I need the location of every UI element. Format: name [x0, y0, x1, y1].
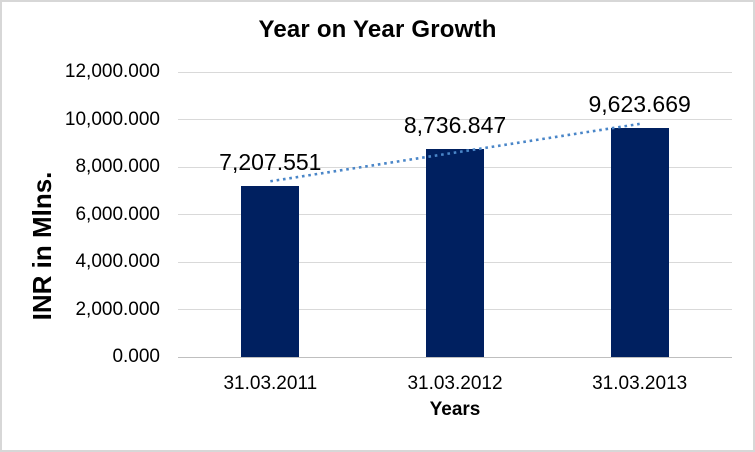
bar — [610, 128, 669, 357]
chart-title: Year on Year Growth — [258, 16, 497, 43]
x-axis-line — [178, 356, 732, 358]
y-axis-tick-label: 8,000.000 — [75, 156, 160, 177]
gridline — [178, 119, 732, 120]
y-axis-tick-label: 6,000.000 — [75, 203, 160, 225]
bar-data-label: 8,736.847 — [403, 112, 507, 139]
x-axis-title: Years — [429, 399, 481, 420]
bar-data-label: 7,207.551 — [219, 148, 322, 175]
y-axis-tick-label: 12,000.000 — [64, 61, 160, 82]
y-axis-tick-label: 10,000.000 — [64, 108, 160, 130]
bar-data-label: 9,623.669 — [588, 91, 691, 118]
bar — [241, 185, 300, 357]
gridline — [178, 71, 732, 73]
y-axis-tick-label: 0.000 — [112, 346, 160, 367]
x-axis-tick-label: 31.03.2012 — [407, 373, 503, 394]
bar — [426, 149, 484, 357]
y-axis-tick-label: 2,000.000 — [75, 298, 160, 320]
x-axis-tick-label: 31.03.2013 — [592, 373, 688, 394]
x-axis-tick-label: 31.03.2011 — [223, 373, 318, 394]
y-axis-tick-label: 4,000.000 — [75, 251, 160, 272]
